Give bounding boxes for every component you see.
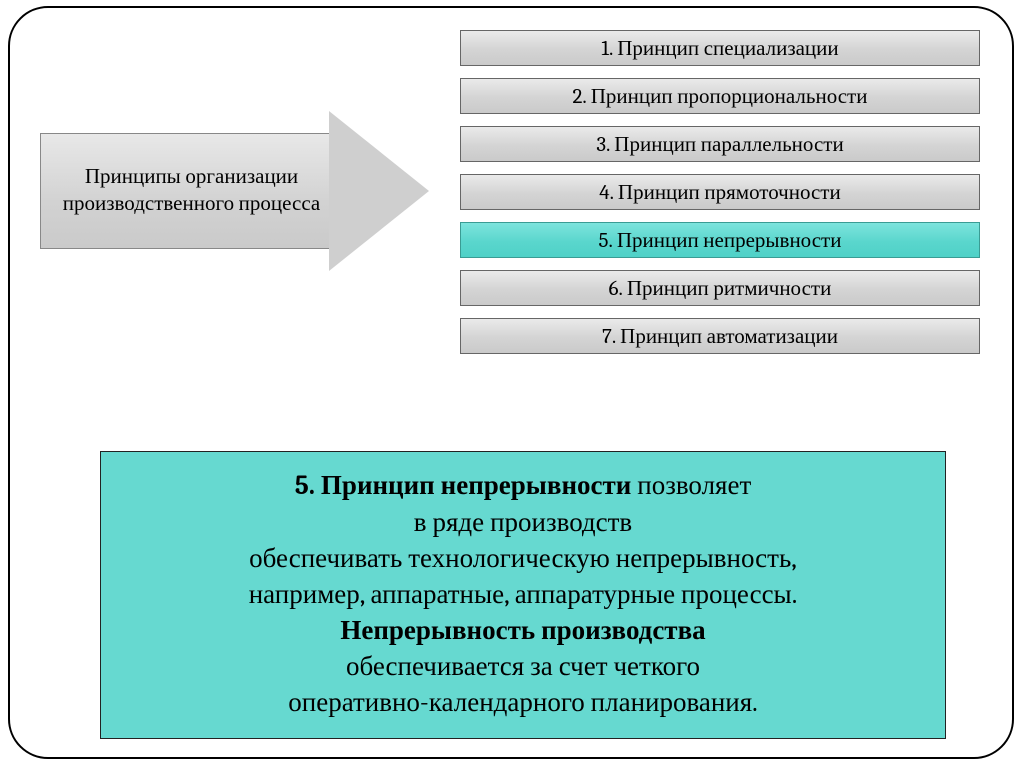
principle-item-2: 2. Принцип пропорциональности (460, 78, 980, 114)
principle-label: 4. Принцип прямоточности (599, 180, 840, 205)
principles-list: 1. Принцип специализации 2. Принцип проп… (460, 30, 980, 366)
principle-label: 2. Принцип пропорциональности (573, 84, 868, 109)
principle-item-6: 6. Принцип ритмичности (460, 270, 980, 306)
principle-label: 7. Принцип автоматизации (602, 324, 838, 349)
description-box: 5. Принцип непрерывности позволяет в ряд… (100, 451, 946, 739)
arrow-block: Принципы организации производственного п… (40, 111, 430, 271)
desc-line2: в ряде производств (414, 507, 632, 538)
desc-line5-bold: Непрерывность производства (340, 615, 705, 646)
principle-item-3: 3. Принцип параллельности (460, 126, 980, 162)
desc-line7: оперативно-календарного планирования. (288, 687, 757, 718)
principle-item-7: 7. Принцип автоматизации (460, 318, 980, 354)
principle-label: 6. Принцип ритмичности (609, 276, 832, 301)
principle-label: 1. Принцип специализации (601, 36, 838, 61)
description-text: 5. Принцип непрерывности позволяет в ряд… (249, 468, 798, 721)
desc-line3: обеспечивать технологическую непрерывнос… (249, 543, 797, 574)
desc-line4: например, аппаратные, аппаратурные проце… (249, 579, 798, 610)
slide-frame: Принципы организации производственного п… (8, 6, 1014, 759)
principle-label: 3. Принцип параллельности (596, 132, 843, 157)
principle-item-1: 1. Принцип специализации (460, 30, 980, 66)
arrow-head (329, 111, 429, 271)
desc-title-rest: позволяет (631, 470, 751, 501)
principle-item-5: 5. Принцип непрерывности (460, 222, 980, 258)
desc-title-bold: 5. Принцип непрерывности (295, 470, 632, 501)
principle-label: 5. Принцип непрерывности (599, 228, 842, 253)
desc-line6: обеспечивается за счет четкого (346, 651, 700, 682)
arrow-label: Принципы организации производственного п… (59, 164, 324, 219)
principle-item-4: 4. Принцип прямоточности (460, 174, 980, 210)
arrow-body: Принципы организации производственного п… (40, 133, 330, 249)
